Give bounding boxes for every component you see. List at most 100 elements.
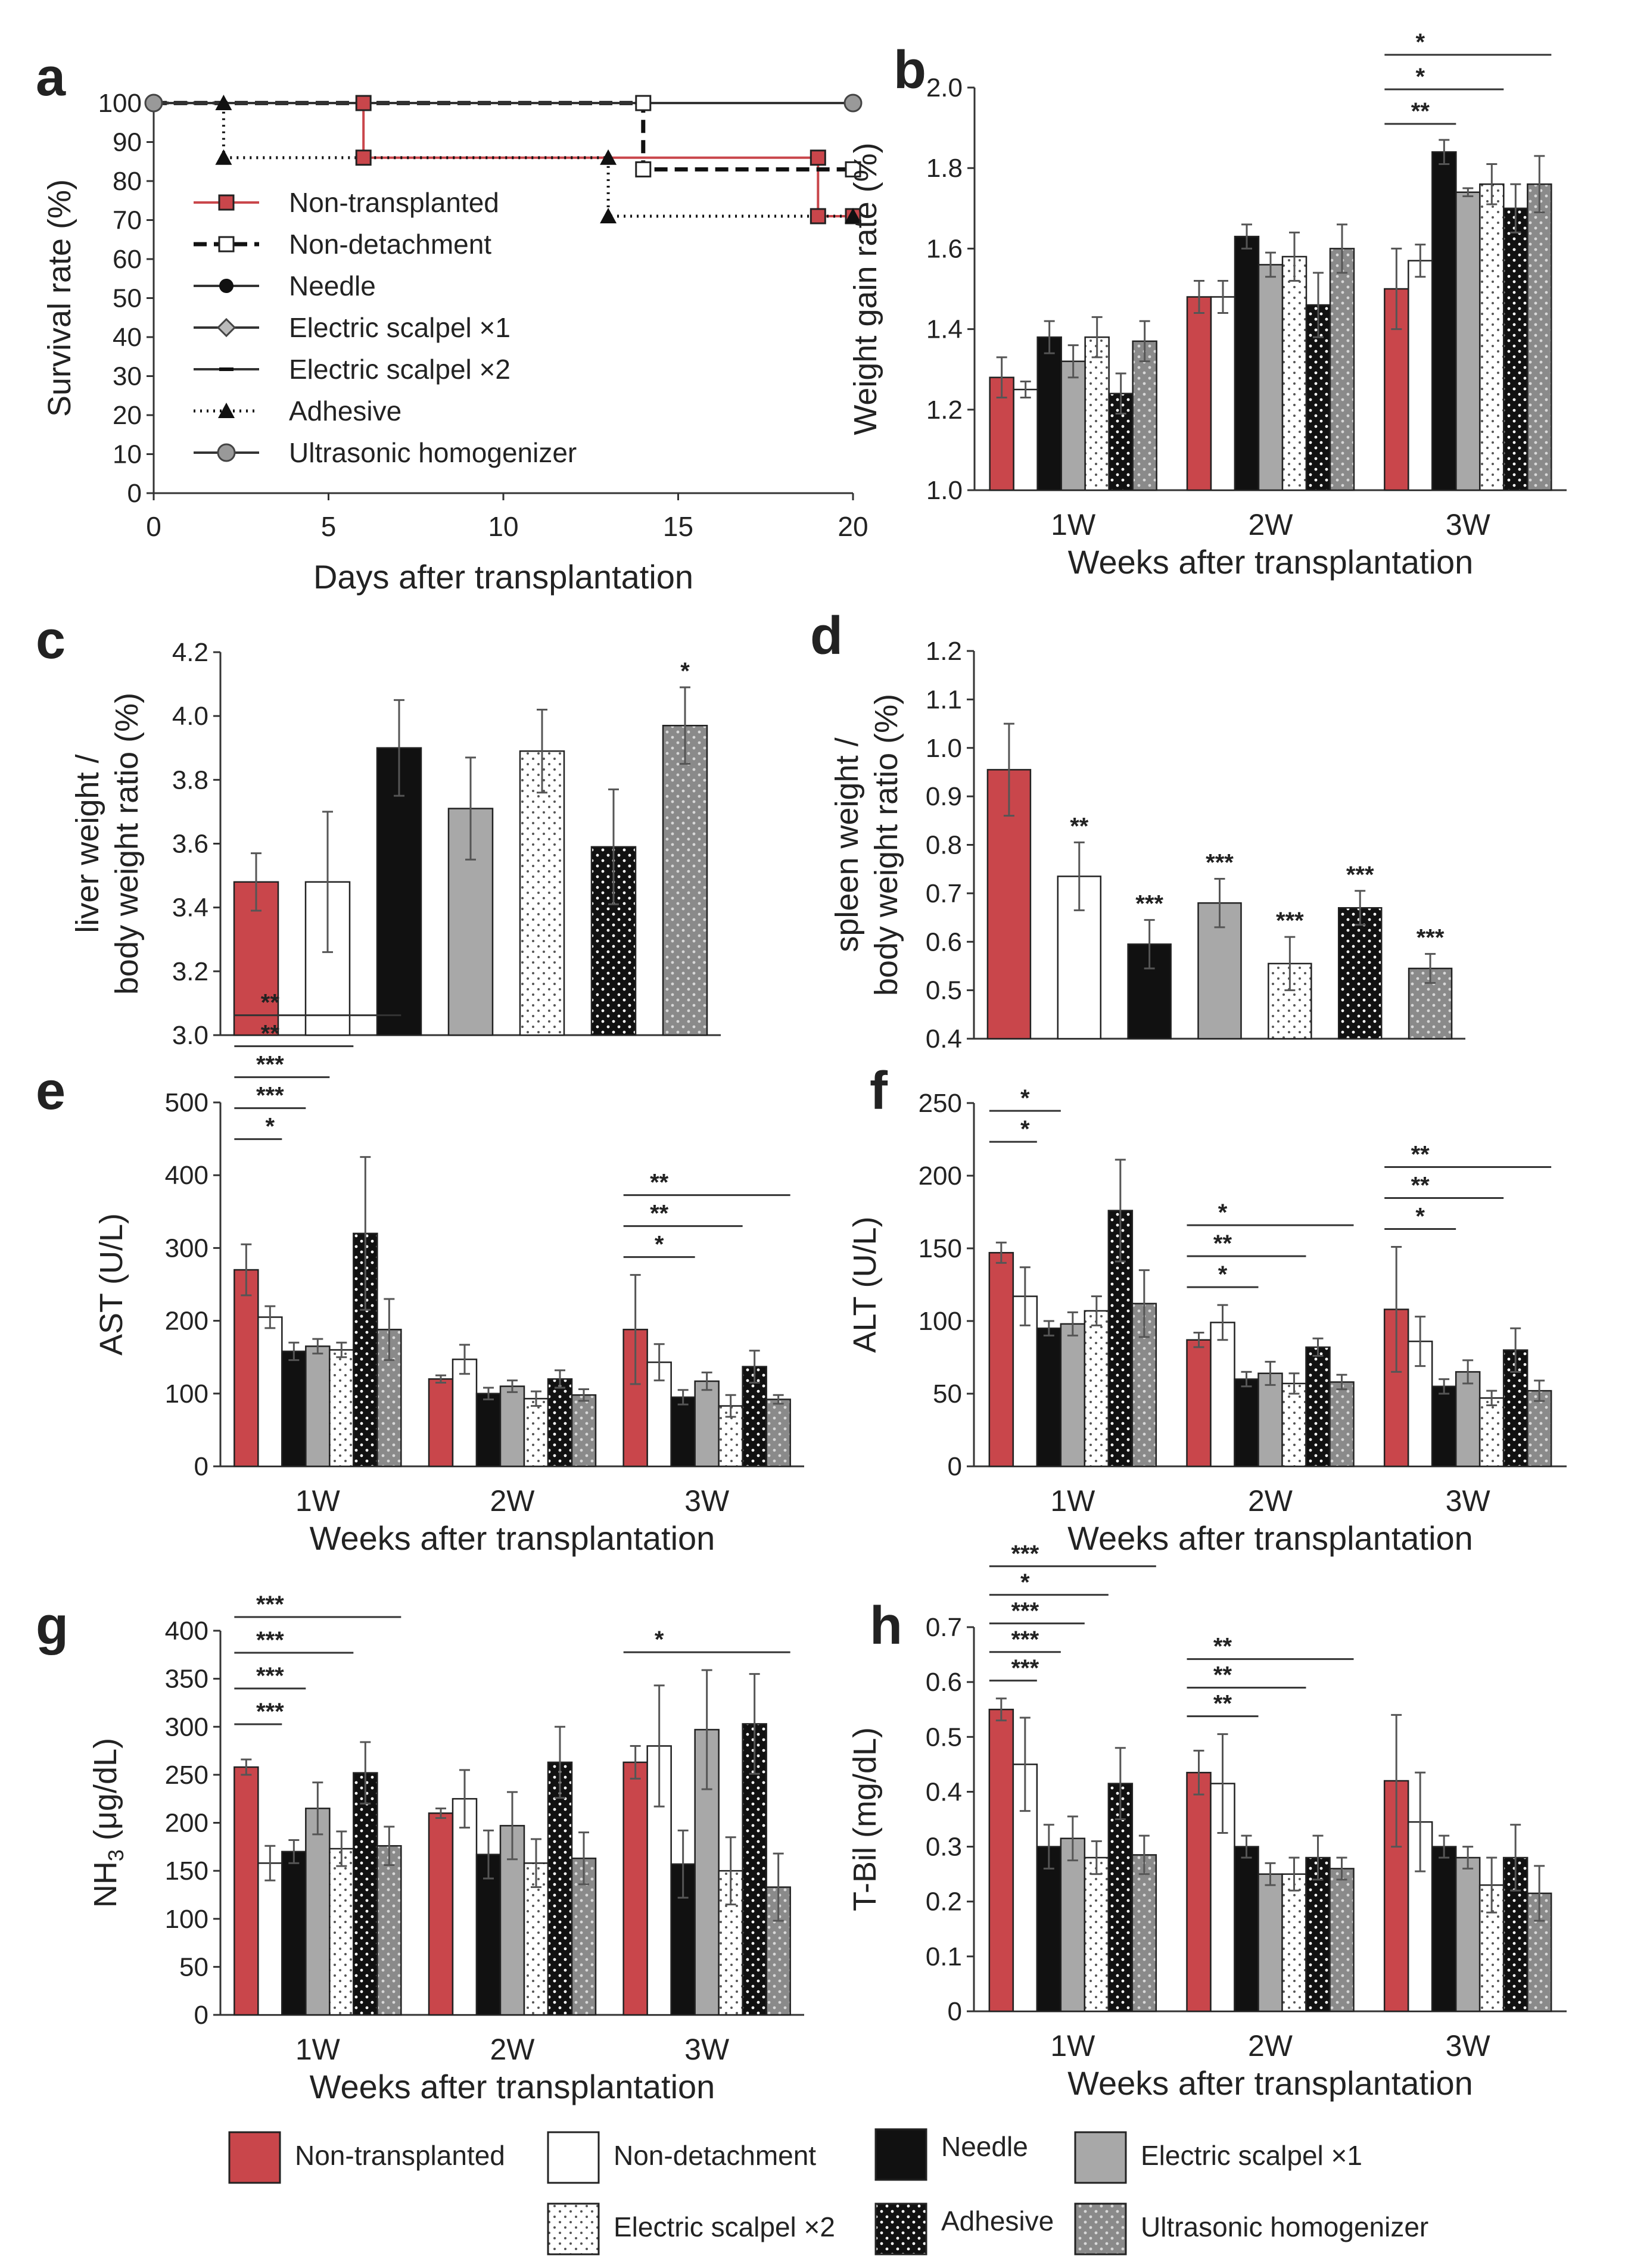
legend-label: Adhesive [941,2205,1054,2236]
x-category-label: 1W [1050,1484,1095,1518]
panel-label: f [870,1061,888,1121]
significance-label: * [1218,1200,1228,1226]
x-tick-label: 5 [321,511,337,542]
significance-label: *** [1276,908,1304,934]
bar-electric_scalpel_2 [1084,336,1110,491]
panel-b: b 1.0 1.2 1.4 1.6 1.8 2.0 Weight gain rate (%) 1… [848,29,1567,581]
legend-label: Adhesive [289,395,401,426]
significance-label: *** [256,1663,284,1689]
panel-label: e [36,1061,66,1121]
y-tick-label: 100 [165,1379,208,1409]
significance-label: ** [1411,1142,1430,1168]
bar-non_transplanted [428,1812,454,2016]
bar-electric_scalpel_2 [1281,1382,1307,1468]
y-tick-label: 3.0 [172,1021,208,1050]
y-axis-title-sub: 3 [104,1849,128,1861]
marker-triangle [600,207,617,223]
legend-swatch-ultrasonic_homogenizer [1074,2202,1127,2255]
y-axis-title: Survival rate (%) [42,179,77,417]
bar-non_detachment [452,1797,478,2016]
y-tick-label: 3.4 [172,893,208,923]
significance-label: * [1416,29,1425,55]
significance-label: ** [1070,813,1089,839]
y-axis-title-line: spleen weight / [829,737,865,952]
bar-ultrasonic_homogenizer [1329,248,1355,491]
significance-label: * [1415,1204,1425,1230]
panel-label: b [894,40,926,100]
y-tick-label: 10 [113,440,142,469]
y-tick-label: 0.6 [926,1668,962,1697]
bar-electric_scalpel_2 [1281,256,1308,491]
panel-h: h 0 0.1 0.2 0.3 0.4 0.5 0.6 0.7 T-Bil (mg/dL) 1W 2W… [847,1541,1567,2102]
legend-label: Electric scalpel ×1 [1141,2140,1362,2171]
y-tick-label: 3.2 [172,957,208,986]
bar-electric_scalpel_2 [329,1349,354,1468]
bar-non_detachment [1057,876,1102,1040]
y-tick-label: 0 [127,479,142,508]
significance-label: ** [1411,98,1430,124]
bar-needle [1431,151,1457,491]
y-tick-label: 200 [165,1809,208,1838]
legend-swatch-electric_scalpel_1 [1074,2131,1127,2184]
y-tick-label: 80 [113,167,142,196]
y-tick-label: 300 [165,1233,208,1263]
x-category-label: 3W [1446,1484,1491,1518]
x-tick-label: 10 [488,511,518,542]
y-tick-label: 1.2 [926,637,962,666]
significance-label: * [1416,64,1425,90]
marker-circle [843,94,863,113]
y-tick-label: 0.8 [926,831,962,860]
x-category-label: 2W [1248,2029,1293,2063]
bar-electric_scalpel_1 [694,1380,720,1468]
bar-electric_scalpel_2 [523,1398,549,1468]
series-line-adhesive [154,101,853,218]
y-axis-title: ALT (U/L) [847,1216,883,1353]
y-tick-label: 40 [113,323,142,352]
significance-label: * [1218,1261,1228,1288]
bar-electric_scalpel_2 [1281,1873,1307,2012]
y-tick-label: 100 [165,1905,208,1934]
bar-adhesive [1337,907,1383,1040]
bar-needle [1234,1378,1259,1468]
x-tick-label: 20 [838,511,868,542]
significance-label: *** [256,1627,284,1653]
significance-label: * [1020,1085,1030,1111]
bar-needle [1036,1846,1062,2012]
bar-non_detachment [257,1862,283,2016]
x-category-label: 3W [684,1484,730,1518]
marker-triangle [218,403,235,418]
panel-label: a [36,48,66,107]
y-tick-label: 3.8 [172,765,208,795]
significance-label: *** [1135,891,1163,917]
x-axis-title: Weeks after transplantation [1068,543,1474,581]
y-tick-label: 500 [165,1088,208,1117]
bar-ultrasonic_homogenizer [376,1845,402,2016]
y-tick-label: 90 [113,128,142,157]
marker-dash [219,367,234,371]
bar-ultrasonic_homogenizer [1527,183,1552,491]
significance-label: * [266,1114,275,1140]
y-tick-label: 0.7 [926,879,962,908]
bar-ultrasonic_homogenizer [1132,340,1157,491]
y-tick-label: 200 [919,1161,962,1191]
bar-electric_scalpel_1 [1455,1371,1481,1468]
y-tick-label: 0 [194,1452,208,1481]
bar-ultrasonic_homogenizer [662,724,708,1036]
bar-needle [670,1396,696,1468]
significance-label: ** [1213,1634,1232,1660]
bar-electric_scalpel_1 [499,1385,525,1468]
bar-adhesive [547,1378,573,1468]
y-tick-label: 0.4 [926,1777,962,1806]
marker-square [810,149,826,166]
legend-label: Electric scalpel ×1 [289,312,510,343]
y-tick-label: 1.0 [926,734,962,763]
bar-adhesive [1305,1856,1331,2012]
y-tick-label: 0 [194,2001,208,2030]
y-tick-label: 1.2 [926,395,963,425]
y-tick-label: 250 [165,1761,208,1790]
bar-electric_scalpel_2 [519,750,565,1036]
y-axis-title: liver weight / body weight ratio (%) [70,693,145,995]
y-tick-label: 100 [98,89,142,118]
